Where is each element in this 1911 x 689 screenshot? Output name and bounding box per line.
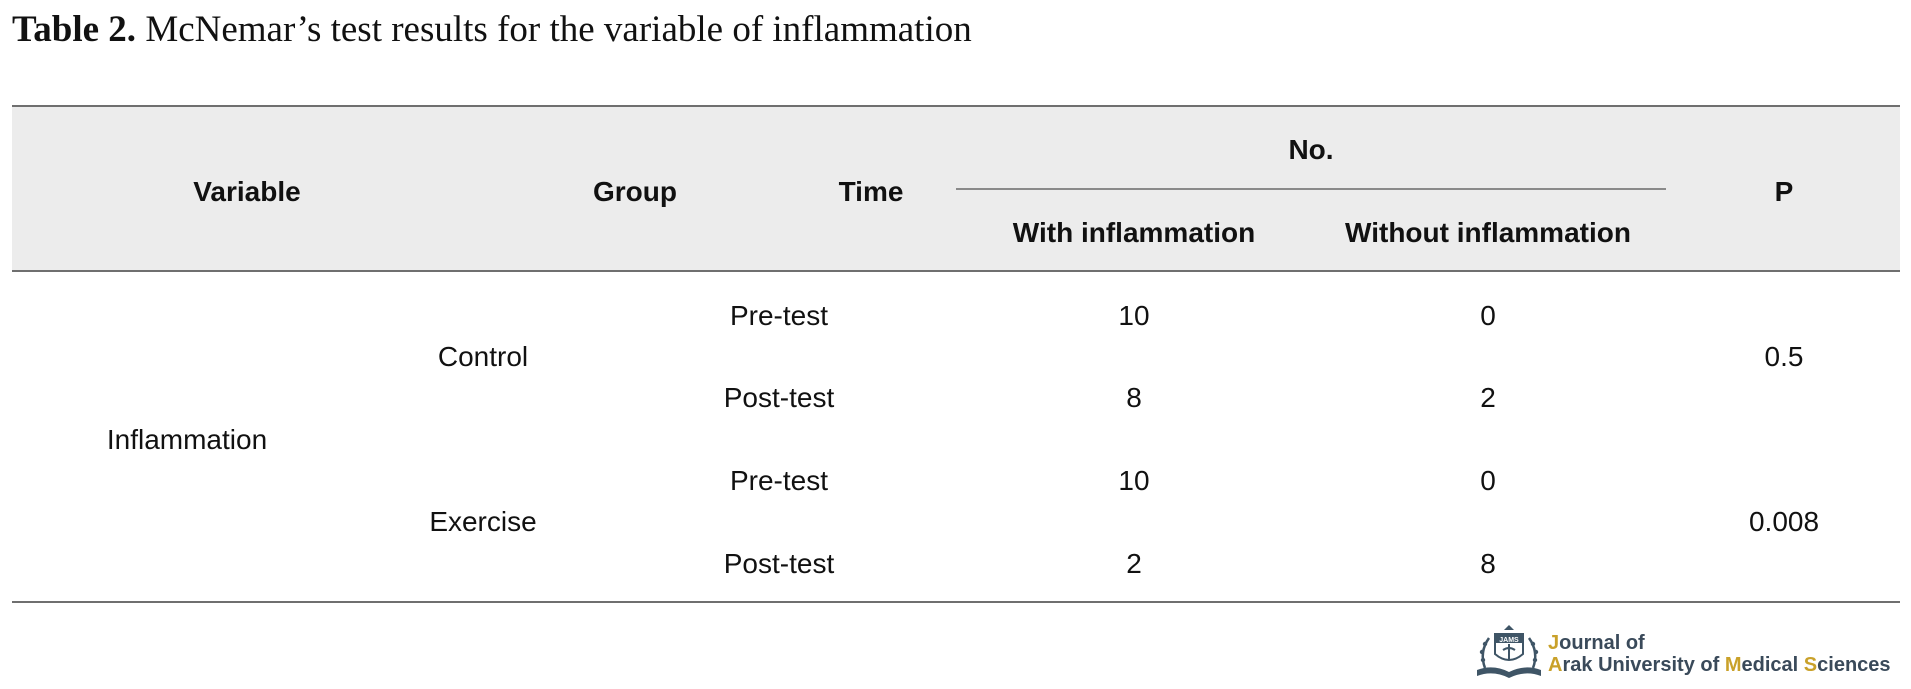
control-post-without: 2 <box>1480 382 1496 413</box>
exercise-pre-without: 0 <box>1480 465 1496 496</box>
header-variable: Variable <box>193 176 301 207</box>
control-pre-time: Pre-test <box>729 300 829 331</box>
caption-text: McNemar’s test results for the variable … <box>136 9 972 50</box>
control-post-time: Post-test <box>723 382 835 413</box>
emblem-text: JAMS <box>1499 637 1519 644</box>
header-with-inflammation: With inflammation <box>1012 217 1256 248</box>
table-caption: Table 2. McNemar’s test results for the … <box>12 8 972 51</box>
journal-name-line1: Journal of <box>1548 632 1645 654</box>
exercise-pre-time: Pre-test <box>729 465 829 496</box>
journal-name: Journal of Arak University of Medical Sc… <box>1548 632 1891 676</box>
control-pre-without: 0 <box>1480 300 1496 331</box>
exercise-pre-with: 10 <box>1118 465 1150 496</box>
control-post-with: 8 <box>1126 382 1142 413</box>
header-p: P <box>1774 176 1794 207</box>
header-without-inflammation: Without inflammation <box>1345 217 1631 248</box>
exercise-p-value: 0.008 <box>1748 506 1820 537</box>
table-header-rule <box>12 270 1900 272</box>
group-exercise: Exercise <box>429 506 537 537</box>
caption-label: Table 2. <box>12 9 137 50</box>
control-p-value: 0.5 <box>1764 341 1804 372</box>
no-subheader-rule <box>956 188 1666 190</box>
control-pre-with: 10 <box>1118 300 1150 331</box>
variable-name: Inflammation <box>106 424 268 455</box>
group-control: Control <box>437 341 529 372</box>
header-time: Time <box>838 176 904 207</box>
journal-name-line2: Arak University of Medical Sciences <box>1548 654 1891 676</box>
table-bottom-rule <box>12 601 1900 603</box>
journal-logo: JAMS Journal of Arak University of Medic… <box>1473 624 1905 684</box>
header-group: Group <box>593 176 677 207</box>
table-top-rule <box>12 105 1900 107</box>
exercise-post-without: 8 <box>1480 548 1496 579</box>
header-no: No. <box>1288 134 1334 165</box>
exercise-post-with: 2 <box>1126 548 1142 579</box>
journal-emblem-icon: JAMS <box>1477 625 1541 678</box>
exercise-post-time: Post-test <box>723 548 835 579</box>
